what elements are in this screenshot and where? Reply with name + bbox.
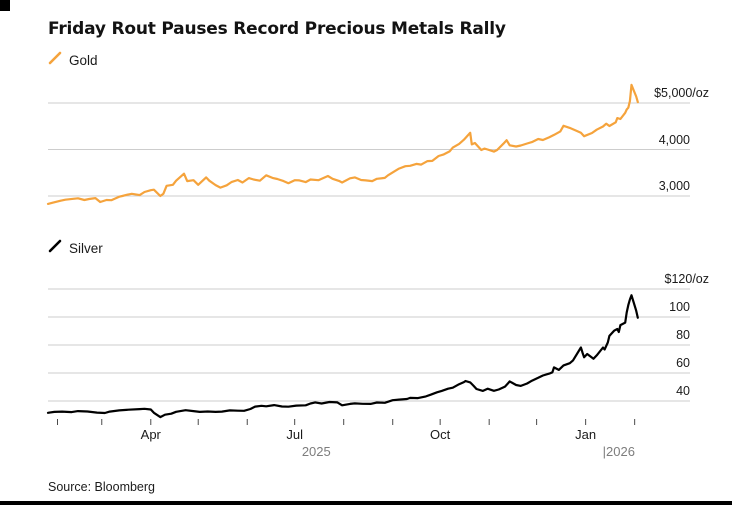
legend-gold-label: Gold: [69, 52, 98, 68]
legend-gold: Gold: [48, 51, 98, 70]
legend-silver: Silver: [48, 239, 103, 258]
silver-y-axis-label: 60: [676, 356, 690, 370]
x-axis-month-label: Apr: [140, 427, 161, 442]
gold-price-line: [46, 83, 639, 205]
silver-slash-icon: [48, 239, 62, 258]
silver-y-axis-label: 100: [669, 300, 690, 314]
bottom-rule: [0, 501, 732, 505]
chart-title: Friday Rout Pauses Record Precious Metal…: [48, 19, 506, 39]
x-axis-year-label-2026: |2026: [602, 444, 635, 459]
silver-price-line: [46, 294, 639, 419]
x-axis-month-label: Oct: [430, 427, 451, 442]
silver-y-axis-label: $120/oz: [664, 272, 709, 286]
bloomberg-corner-tab: [0, 0, 10, 11]
x-axis-month-label: Jan: [575, 427, 597, 442]
source-caption: Source: Bloomberg: [48, 480, 156, 494]
gold-y-axis-label: 3,000: [658, 179, 690, 193]
gold-y-axis-label: 4,000: [658, 132, 690, 147]
legend-silver-label: Silver: [69, 240, 103, 256]
x-axis-year-label-2025: 2025: [301, 444, 331, 459]
silver-y-axis-label: 80: [676, 328, 690, 342]
x-axis-month-label: Jul: [286, 427, 303, 442]
gold-slash-icon: [48, 51, 62, 70]
gold-y-axis-label: $5,000/oz: [654, 86, 709, 100]
silver-y-axis-label: 40: [676, 384, 690, 398]
